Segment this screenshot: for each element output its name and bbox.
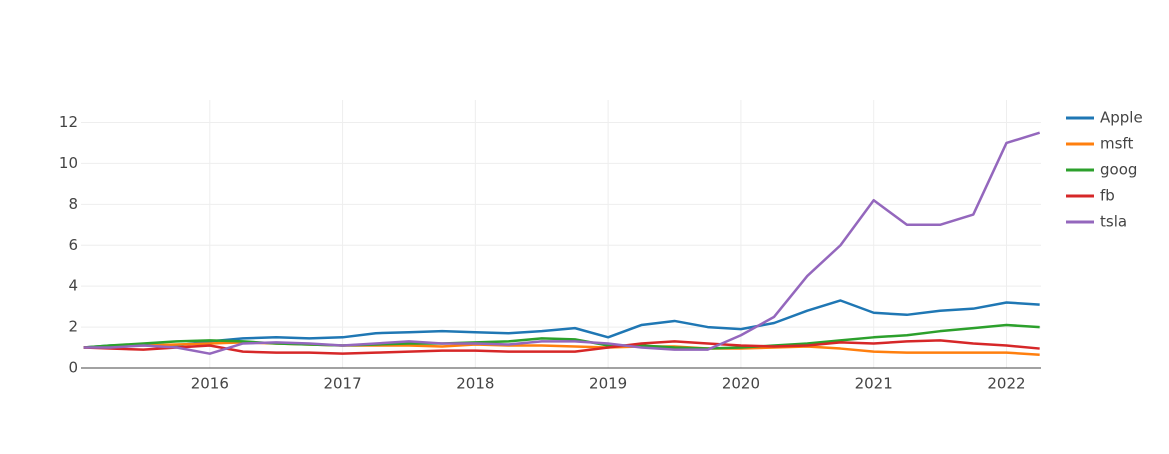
series-line: [83, 299, 1040, 349]
legend-label: Apple: [1100, 109, 1143, 127]
x-tick-label: 2016: [191, 375, 229, 393]
series-line: [83, 131, 1041, 355]
x-tick-label: 2017: [323, 375, 361, 393]
legend-label: msft: [1100, 135, 1133, 153]
series-line: [83, 341, 1040, 356]
legend-label: fb: [1100, 187, 1115, 205]
y-tick-label: 4: [68, 277, 78, 295]
x-tick-label: 2021: [855, 375, 893, 393]
legend-label: goog: [1100, 161, 1137, 179]
y-tick-label: 6: [68, 236, 78, 254]
x-tick-label: 2019: [589, 375, 627, 393]
series-line: [83, 323, 1040, 350]
y-tick-label: 10: [59, 154, 78, 172]
y-tick-label: 12: [59, 113, 78, 131]
x-tick-label: 2020: [722, 375, 760, 393]
y-tick-label: 0: [68, 359, 78, 377]
y-tick-label: 2: [68, 318, 78, 336]
legend-label: tsla: [1100, 213, 1127, 231]
x-tick-label: 2022: [987, 375, 1025, 393]
series-line: [83, 339, 1040, 355]
y-tick-label: 8: [68, 195, 78, 213]
x-tick-label: 2018: [456, 375, 494, 393]
